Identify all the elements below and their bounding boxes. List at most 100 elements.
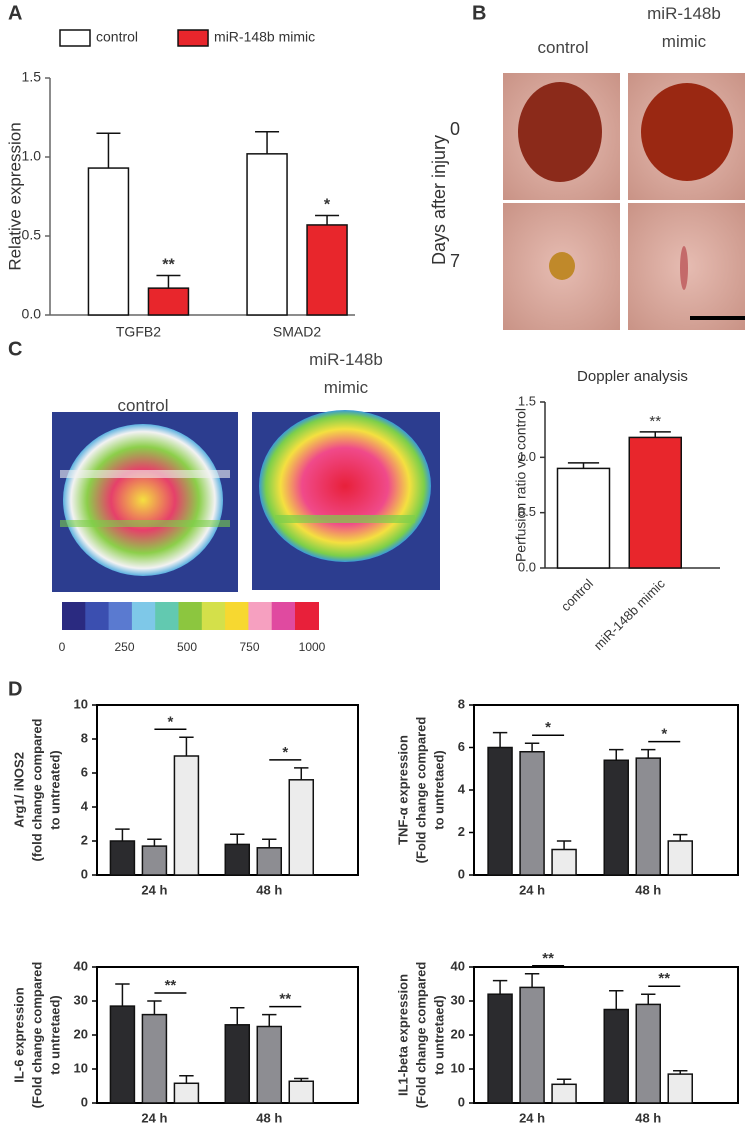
y-tick-label: 30	[451, 992, 465, 1007]
error-bar	[115, 983, 130, 1007]
bar	[147, 287, 190, 316]
bar	[551, 848, 577, 876]
colorbar-cell	[225, 602, 250, 630]
panel-letter: A	[8, 2, 22, 24]
heatmap-blob	[259, 410, 431, 562]
heatmap-stripe	[275, 515, 415, 523]
y-tick-label: 4	[458, 781, 466, 796]
y-tick-label: 6	[458, 739, 465, 754]
error-bar	[639, 431, 671, 438]
x-tick-label: 24 h	[519, 882, 545, 897]
bar	[667, 840, 693, 876]
error-bar	[147, 838, 162, 847]
error-bar	[673, 1069, 688, 1075]
heatmap-stripe	[60, 470, 230, 478]
y-tick-label: 0.5	[22, 227, 42, 243]
bar	[628, 436, 682, 569]
panel-letter: B	[472, 2, 486, 24]
x-tick-label: 24 h	[141, 1110, 167, 1125]
bar	[487, 746, 513, 876]
error-bar	[524, 973, 540, 988]
error-bar	[230, 1007, 245, 1025]
error-bar	[294, 767, 309, 780]
x-tick-label: 24 h	[519, 1110, 545, 1125]
colorbar-cell	[62, 602, 86, 630]
colorbar-cell	[201, 602, 226, 630]
image-title: control	[117, 396, 169, 415]
error-bar	[230, 833, 245, 845]
image-title: miR-148b mimic	[309, 350, 383, 397]
error-bar	[641, 748, 656, 759]
y-axis-label: (Fold change compared	[29, 962, 44, 1109]
bar	[556, 467, 611, 569]
colorbar-cell	[85, 602, 110, 630]
y-tick-label: 10	[74, 1060, 88, 1075]
wound	[680, 246, 688, 290]
colorbar-label: 750	[239, 640, 259, 654]
colorbar-cell	[271, 602, 296, 630]
x-tick-label: TGFB2	[116, 324, 161, 340]
y-tick-label: 8	[81, 730, 88, 745]
error-bar	[96, 132, 121, 169]
error-bar	[179, 736, 194, 756]
annotation: *	[661, 726, 667, 743]
annotation: *	[545, 719, 551, 736]
bar	[519, 751, 545, 876]
y-tick-label: 20	[74, 1026, 88, 1041]
y-tick-label: 1.5	[518, 393, 536, 408]
row-label: 7	[450, 251, 460, 271]
bar	[224, 843, 251, 876]
y-tick-label: 40	[74, 958, 88, 973]
bar	[224, 1024, 251, 1104]
error-bar	[262, 1013, 277, 1027]
bar	[635, 757, 661, 876]
y-axis-label: TNF-α expression	[395, 735, 410, 845]
bar	[603, 1008, 629, 1104]
y-axis-label: (Fold change compared	[413, 717, 428, 864]
row-label: 0	[450, 119, 460, 139]
colorbar-cell	[155, 602, 180, 630]
bar	[667, 1073, 693, 1104]
y-axis-label: Perfusion ratio vs control	[513, 408, 529, 562]
error-bar	[294, 1077, 309, 1082]
annotation: *	[282, 744, 288, 761]
y-tick-label: 8	[458, 696, 465, 711]
bar	[603, 759, 629, 876]
y-axis-label: Arg1/ iNOS2	[11, 752, 26, 828]
bar	[256, 1025, 283, 1104]
y-axis-label: Relative expression	[5, 122, 24, 270]
y-tick-label: 10	[74, 696, 88, 711]
colorbar-label: 500	[177, 640, 197, 654]
legend-swatch	[59, 29, 91, 47]
x-tick-label: 48 h	[635, 882, 661, 897]
y-tick-label: 6	[81, 764, 88, 779]
bar	[635, 1003, 661, 1104]
error-bar	[609, 748, 624, 761]
colorbar-cell	[178, 602, 203, 630]
panel-letter: D	[8, 678, 22, 700]
legend-label: miR-148b mimic	[214, 29, 315, 45]
y-tick-label: 2	[458, 824, 465, 839]
x-tick-label: 24 h	[141, 882, 167, 897]
y-axis-label: (Fold change compared	[413, 962, 428, 1109]
y-tick-label: 0.0	[22, 306, 42, 322]
y-tick-label: 30	[74, 992, 88, 1007]
y-tick-label: 2	[81, 832, 88, 847]
error-bar	[179, 1075, 194, 1084]
annotation: **	[165, 977, 177, 994]
bar	[141, 1013, 168, 1104]
y-tick-label: 40	[451, 958, 465, 973]
x-tick-label: SMAD2	[273, 324, 321, 340]
annotation: **	[649, 413, 661, 430]
y-tick-label: 1.0	[518, 449, 536, 464]
error-bar	[609, 990, 624, 1010]
bar	[109, 840, 136, 876]
y-tick-label: 20	[451, 1026, 465, 1041]
annotation: **	[279, 991, 291, 1008]
bar	[306, 224, 348, 316]
annotation: *	[324, 197, 331, 214]
x-tick-label: 48 h	[256, 1110, 282, 1125]
wound	[518, 82, 602, 182]
